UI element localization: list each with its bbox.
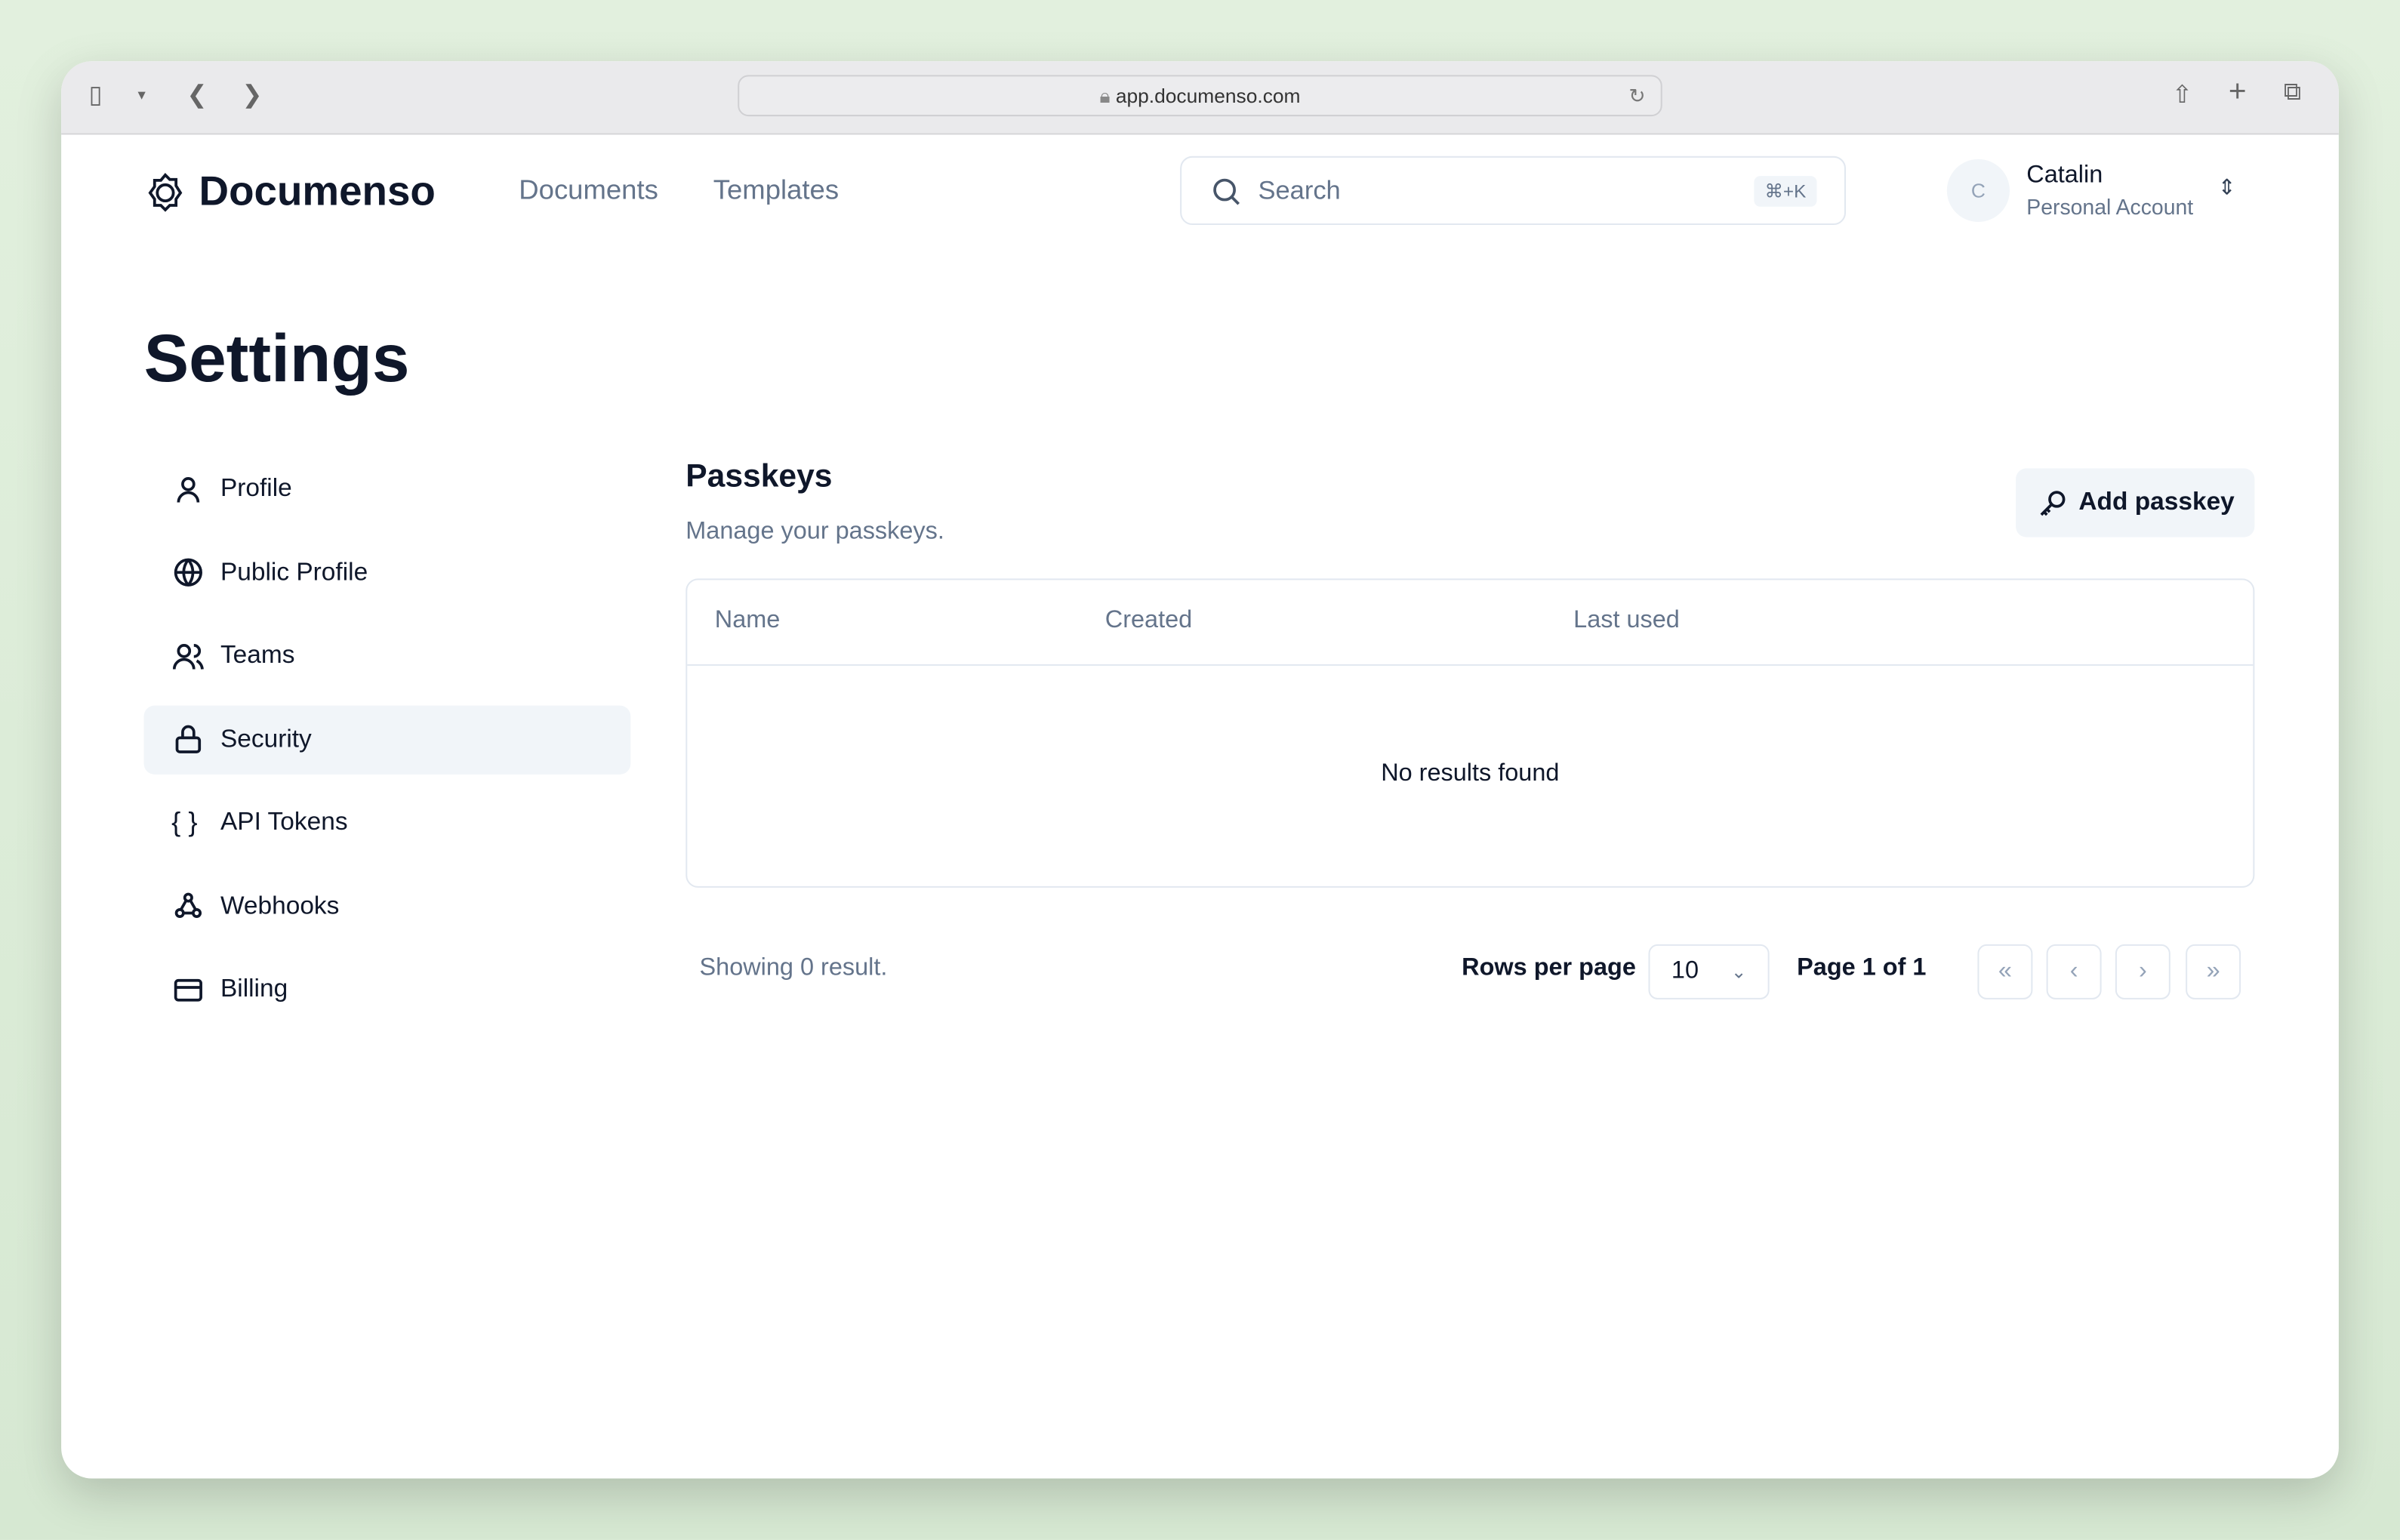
key-icon — [2040, 490, 2066, 516]
nav-documents[interactable]: Documents — [519, 174, 658, 205]
settings-sidebar: Profile Public Profile Teams Security { … — [143, 454, 631, 1038]
tabs-icon[interactable]: ⧉ — [2283, 79, 2302, 106]
results-count: Showing 0 result. — [699, 955, 888, 981]
globe-icon — [174, 558, 202, 587]
avatar[interactable]: C — [1946, 159, 2010, 222]
sidebar-item-public-profile[interactable]: Public Profile — [144, 538, 631, 607]
rows-per-page-label: Rows per page — [1462, 955, 1636, 981]
passkeys-table: Name Created Last used No results found — [685, 578, 2255, 888]
address-bar[interactable]: 🔒︎ app.documenso.com ↻ — [738, 75, 1662, 117]
section-description: Manage your passkeys. — [685, 519, 944, 545]
sidebar-toggle-icon[interactable]: ▯ — [88, 82, 103, 109]
rows-per-page-select[interactable]: 10 ⌄ — [1648, 944, 1770, 999]
sidebar-item-webhooks[interactable]: Webhooks — [144, 872, 631, 941]
forward-icon[interactable]: ❯ — [242, 82, 263, 109]
add-passkey-button[interactable]: Add passkey — [2016, 468, 2255, 537]
first-page-button[interactable]: « — [1977, 944, 2033, 999]
divider — [687, 664, 2254, 666]
brand-logo[interactable]: Documenso — [144, 168, 436, 216]
column-header-created[interactable]: Created — [1104, 607, 1193, 634]
credit-card-icon — [174, 978, 202, 1001]
sidebar-item-billing[interactable]: Billing — [144, 955, 631, 1024]
chevron-down-icon: ⌄ — [1730, 961, 1747, 983]
share-icon[interactable]: ⇧ — [2171, 82, 2193, 109]
empty-state: No results found — [1381, 760, 1560, 787]
browser-toolbar: ▯ ▾ ❮ ❯ 🔒︎ app.documenso.com ↻ ⇧ + ⧉ — [61, 61, 2339, 135]
back-icon[interactable]: ❮ — [186, 82, 208, 109]
browser-window: ▯ ▾ ❮ ❯ 🔒︎ app.documenso.com ↻ ⇧ + ⧉ Docu… — [61, 61, 2339, 1479]
user-name: Catalin — [2026, 162, 2103, 189]
shortcut-badge: ⌘+K — [1754, 175, 1817, 206]
sidebar-item-security[interactable]: Security — [143, 704, 631, 774]
sidebar-item-api-tokens[interactable]: { } API Tokens — [144, 788, 631, 857]
page-title: Settings — [143, 321, 410, 397]
account-switcher[interactable]: Catalin Personal Account — [2026, 162, 2193, 219]
next-page-button[interactable]: › — [2115, 944, 2170, 999]
page-indicator: Page 1 of 1 — [1797, 955, 1927, 981]
logo-icon — [148, 171, 183, 211]
chevrons-up-down-icon[interactable]: ⇕ — [2217, 174, 2236, 199]
account-type: Personal Account — [2026, 194, 2194, 219]
section-title: Passkeys — [685, 459, 833, 494]
sidebar-item-teams[interactable]: Teams — [144, 621, 631, 690]
search-icon — [1213, 177, 1240, 205]
sidebar-item-profile[interactable]: Profile — [144, 454, 631, 523]
new-tab-icon[interactable]: + — [2228, 75, 2247, 109]
previous-page-button[interactable]: ‹ — [2046, 944, 2102, 999]
last-page-button[interactable]: » — [2186, 944, 2241, 999]
lock-icon — [175, 725, 202, 753]
users-icon — [172, 643, 204, 669]
column-header-name[interactable]: Name — [714, 607, 781, 634]
chevron-down-icon[interactable]: ▾ — [137, 87, 146, 104]
webhook-icon — [174, 892, 202, 919]
lock-icon: 🔒︎ — [1099, 84, 1116, 107]
search-input[interactable]: Search ⌘+K — [1180, 156, 1847, 226]
reload-icon[interactable]: ↻ — [1628, 84, 1646, 107]
user-icon — [177, 476, 200, 502]
braces-icon: { } — [171, 806, 198, 837]
nav-templates[interactable]: Templates — [713, 174, 840, 205]
column-header-last-used[interactable]: Last used — [1573, 607, 1680, 634]
